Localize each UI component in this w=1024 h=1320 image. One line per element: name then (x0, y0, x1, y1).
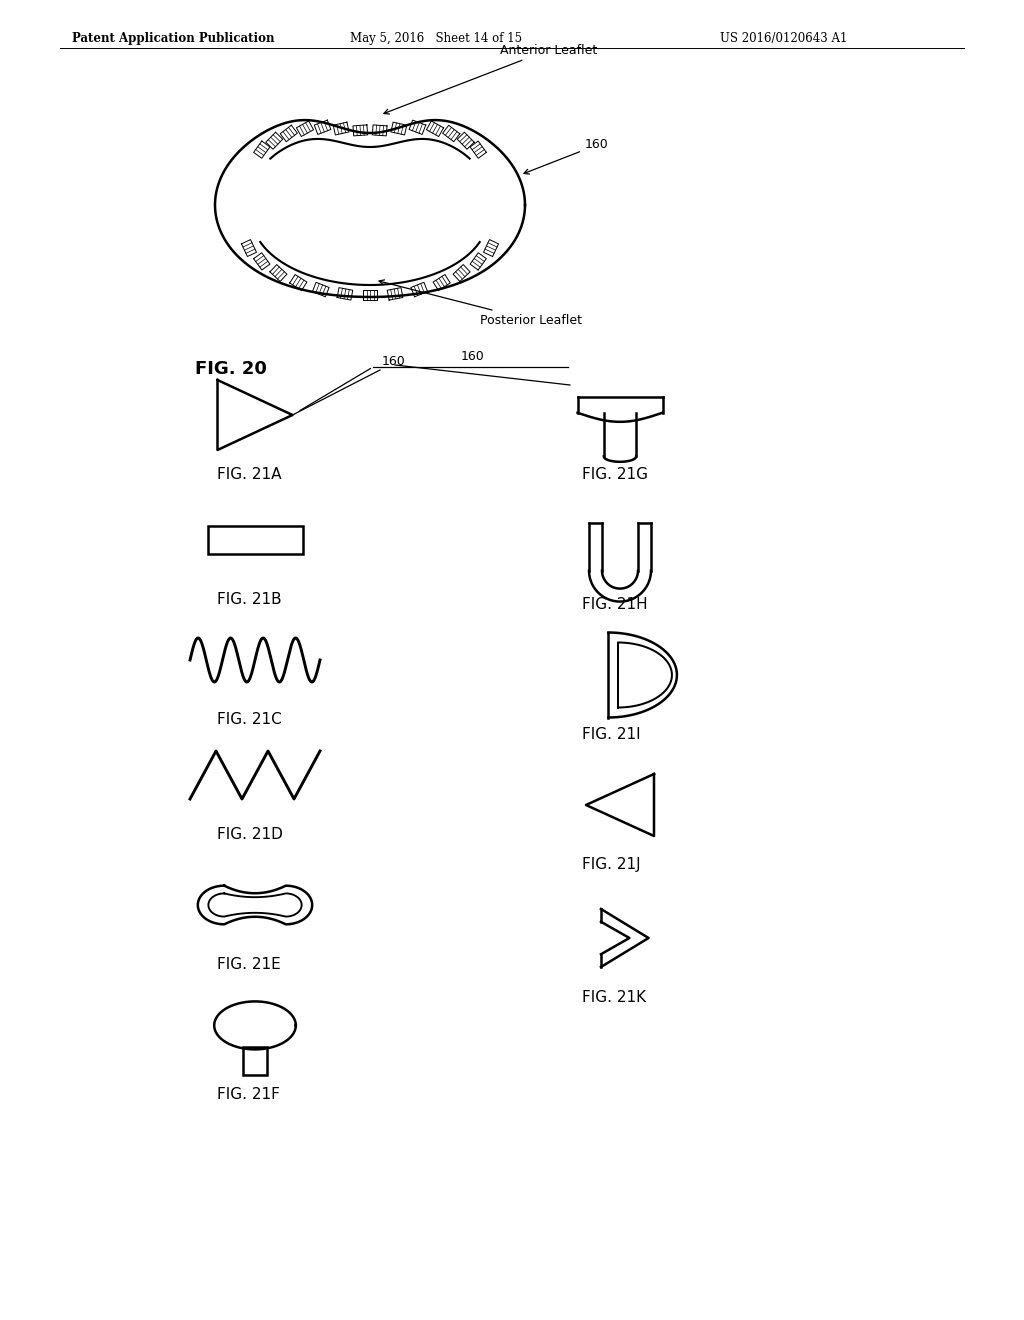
Text: FIG. 20: FIG. 20 (195, 360, 267, 378)
Text: Patent Application Publication: Patent Application Publication (72, 32, 274, 45)
Text: FIG. 21J: FIG. 21J (582, 857, 641, 873)
Bar (208, 525, 302, 554)
Text: Posterior Leaflet: Posterior Leaflet (379, 280, 582, 326)
Text: FIG. 21K: FIG. 21K (582, 990, 646, 1005)
Text: 160: 160 (461, 350, 484, 363)
Text: FIG. 21F: FIG. 21F (217, 1086, 280, 1102)
Text: 160: 160 (382, 355, 406, 368)
Text: FIG. 21E: FIG. 21E (217, 957, 281, 972)
Text: US 2016/0120643 A1: US 2016/0120643 A1 (720, 32, 848, 45)
Text: FIG. 21A: FIG. 21A (217, 467, 282, 482)
Bar (243, 1047, 267, 1074)
Text: May 5, 2016   Sheet 14 of 15: May 5, 2016 Sheet 14 of 15 (350, 32, 522, 45)
Text: FIG. 21I: FIG. 21I (582, 727, 641, 742)
Text: FIG. 21G: FIG. 21G (582, 467, 648, 482)
Text: FIG. 21H: FIG. 21H (582, 597, 647, 612)
Text: FIG. 21C: FIG. 21C (217, 711, 282, 727)
Text: 160: 160 (524, 139, 608, 174)
Text: FIG. 21B: FIG. 21B (217, 591, 282, 607)
Text: FIG. 21D: FIG. 21D (217, 828, 283, 842)
Text: Anterior Leaflet: Anterior Leaflet (384, 44, 597, 114)
